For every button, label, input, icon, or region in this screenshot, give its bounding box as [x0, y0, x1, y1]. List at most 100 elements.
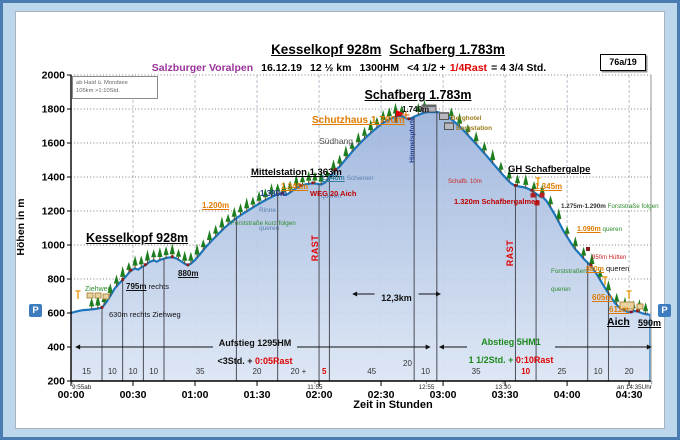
schafberg-label-text: Schafberg 1.783m [364, 88, 472, 102]
bergstation-label-text: Bergstation [456, 125, 493, 132]
wp-1740m-text: 1.740m [402, 105, 430, 114]
mittelstation-label-text: Mittelstation 1.363m [251, 167, 342, 178]
wp-1440m-text: Schienen queren [321, 175, 374, 200]
subtitle-elevation-gain: 1300HM [359, 62, 400, 74]
wp-1275m-text: Forststraße folgen [605, 203, 659, 210]
descent-banner: Abstieg 5HM1 1 1/2Std. + 0:10Rast [469, 332, 554, 368]
segment-note-20: 20 [403, 353, 412, 371]
wp-1090m-text: 1.090m [577, 226, 601, 233]
wp-1740m: 1.740m [402, 99, 429, 117]
wp-630m-text: 630m rechts Ziehweg [109, 310, 181, 319]
wp-880m-queren: 880m queren [586, 258, 629, 276]
bergstation-label: Bergstation [444, 117, 492, 135]
parking-icon-right: P [658, 304, 671, 317]
schafb-note: Schafb. 10m [448, 170, 482, 188]
schafberg-label: Schafberg 1.783m [365, 86, 472, 104]
route-number-badge: 76a/19 [600, 54, 646, 71]
subtitle-region: Salzburger Voralpen [151, 62, 254, 74]
weg-20-aich: WEG 20 Aich [310, 183, 356, 201]
wp-1345m-a: 1.345m [281, 176, 308, 194]
wp-795m-text: rechts [146, 282, 169, 291]
kesselkopf-label: Kesselkopf 928m [86, 229, 188, 247]
distance-banner-text: 12,3km [381, 293, 412, 303]
wp-880m: 880m [178, 263, 198, 281]
rinne-queren-text: Rinne queren [259, 207, 280, 232]
title-schafberg: Schafberg 1.783m [389, 42, 505, 57]
wp-630m: 630m rechts Ziehweg [109, 304, 181, 322]
himmelspforte-label: Himmelspforte [401, 117, 419, 163]
wp-1275m-text: 1.275m-1.290m [561, 203, 606, 210]
annotation-layer: Kesselkopf 928m Ziehweg 795m rechts 630m re… [3, 3, 677, 437]
wp-590m: 590m [638, 313, 661, 331]
weg-20-aich-text: WEG 20 Aich [310, 189, 357, 198]
wp-1090m-text: queren [600, 226, 623, 233]
wp-950m-text: 950m Hütten [592, 255, 627, 261]
wp-1300m: 1.300m [260, 183, 287, 201]
forststrasse-kurz: Forststraße kurz folgen [231, 212, 296, 230]
rast-right-text: RAST [505, 239, 516, 267]
ascent-banner-rast: 0:05Rast [255, 355, 293, 366]
rast-left: RAST [305, 235, 323, 262]
mittelstation-label: Mittelstation 1.363m [251, 162, 342, 180]
page-title: Kesselkopf 928m Schafberg 1.783m [267, 42, 509, 57]
forststrassen-queren: Forststraßen queren [551, 260, 587, 296]
wp-795m-text: 795m [126, 282, 147, 291]
descent-banner-line1: Abstieg 5HM1 [481, 337, 541, 347]
parking-icon-left: P [29, 304, 42, 317]
ascent-banner-line2: <3Std. + [217, 355, 255, 366]
rast-left-text: RAST [310, 234, 321, 262]
building-icon [444, 121, 454, 130]
wp-1275m: 1.275m-1.290m Forststraße folgen [561, 195, 659, 213]
ascent-banner-line1: Aufstieg 1295HM [218, 338, 292, 348]
wp-1345m-b: 1.345m [535, 176, 562, 194]
ziehweg-label: Ziehweg [85, 278, 111, 296]
gh-schafbergalpe-label: GH Schafbergalpe [508, 159, 590, 177]
gh-schafbergalpe-label-text: GH Schafbergalpe [508, 164, 591, 175]
wp-880m-queren-text: queren [603, 264, 630, 273]
wp-1320m-text: 1.320m Schafbergalmen [454, 197, 540, 206]
corner-note: ab Haid ü. Mondsee 105km >1:10Std. [72, 76, 158, 99]
wp-605m-text: 605m [592, 293, 613, 302]
wp-605m: 605m [592, 287, 612, 305]
ascent-banner: Aufstieg 1295HM <3Std. + 0:05Rast [217, 333, 292, 369]
aich-label-text: Aich [607, 316, 630, 328]
corner-note-line2: 105km >1:10Std. [76, 88, 120, 95]
wp-1345m-b-text: 1.345m [535, 182, 563, 191]
wp-1200m: 1.200m [202, 195, 229, 213]
distance-banner: 12,3km [381, 288, 412, 306]
kesselkopf-label-text: Kesselkopf 928m [86, 231, 189, 245]
building-icon [439, 111, 449, 120]
wp-1090m: 1.090m queren [577, 218, 622, 236]
segment-note-20-text: 20 [403, 359, 412, 368]
descent-banner-line2: 1 1/2Std. + [468, 354, 516, 365]
himmelspforte-label-text: Himmelspforte [409, 117, 417, 163]
wp-1300m-text: 1.300m [260, 189, 288, 198]
wp-590m-text: 590m [638, 318, 662, 328]
rast-right: RAST [500, 240, 518, 267]
schafb-note-text: Schafb. 10m [448, 179, 482, 185]
wp-1440m-text: 1.440m [321, 175, 345, 182]
aich-label: Aich [607, 312, 630, 330]
descent-banner-rast: 0:10Rast [515, 354, 554, 365]
page-subtitle: Salzburger Voralpen 16.12.19 12 ½ km 1300HM… [152, 62, 554, 74]
wp-1345m-a-text: 1.345m [281, 182, 309, 191]
suedhang-label-text: Südhang [319, 136, 354, 146]
subtitle-time-suffix: = 4 3/4 Std. [491, 62, 547, 74]
wp-1200m-text: 1.200m [202, 201, 230, 210]
wp-795m: 795m rechts [126, 276, 169, 294]
schutzhaus-label: Schutzhaus 1.760m [312, 110, 405, 128]
forststrasse-kurz-text: Forststraße kurz folgen [231, 220, 296, 227]
corner-note-line1: ab Haid ü. Mondsee [76, 80, 128, 86]
rinne-queren: Rinne queren [259, 199, 279, 235]
subtitle-distance: 12 ½ km [310, 62, 352, 74]
x-axis-title: Zeit in Stunden [353, 399, 433, 411]
suedhang-label: Südhang [319, 131, 353, 149]
wp-611m: 611m [609, 299, 629, 317]
wp-611m-text: 611m [609, 305, 630, 314]
wp-1440m: 1.440m Schienen queren [321, 167, 374, 203]
subtitle-time-prefix: <4 1/2 + [407, 62, 446, 74]
schutzhaus-label-text: Schutzhaus 1.760m [312, 115, 405, 126]
subtitle-time-rast: 1/4Rast [449, 62, 488, 74]
wp-1320m: 1.320m Schafbergalmen [454, 191, 540, 209]
berghotel-label-text: Berghotel [451, 115, 482, 122]
